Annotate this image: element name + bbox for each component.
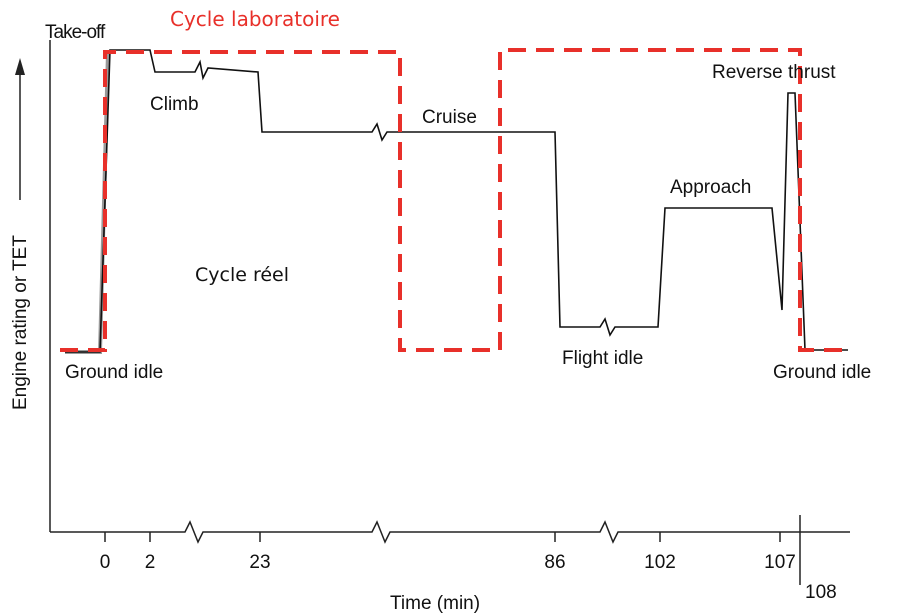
x-tick-label: 23: [249, 552, 270, 573]
x-tick-label: 107: [764, 552, 796, 573]
x-tick-label: 2: [145, 552, 156, 573]
axes: [49, 40, 850, 544]
annotation: Take-off: [45, 22, 106, 43]
annotation: Ground idle: [65, 362, 163, 383]
annotation: Cycle réel: [195, 264, 289, 286]
real-cycle-line: [65, 49, 848, 353]
x-tick-label: 108: [805, 582, 837, 603]
x-tick-label: 86: [544, 552, 565, 573]
title: Cycle laboratoire: [170, 7, 340, 31]
annotation: Approach: [670, 177, 751, 198]
x-tick-label: 0: [100, 552, 111, 573]
x-axis-label: Time (min): [390, 593, 480, 614]
annotation: Flight idle: [562, 348, 643, 369]
annotation: Ground idle: [773, 362, 871, 383]
x-axis: [50, 520, 850, 544]
y-arrow: [15, 58, 25, 200]
annotation: Climb: [150, 94, 199, 115]
annotation: Cruise: [422, 107, 477, 128]
x-tick-label: 102: [644, 552, 676, 573]
annotation: Reverse thrust: [712, 62, 836, 83]
y-axis-label: Engine rating or TET: [10, 235, 31, 410]
lab-cycle-line: [60, 48, 845, 352]
